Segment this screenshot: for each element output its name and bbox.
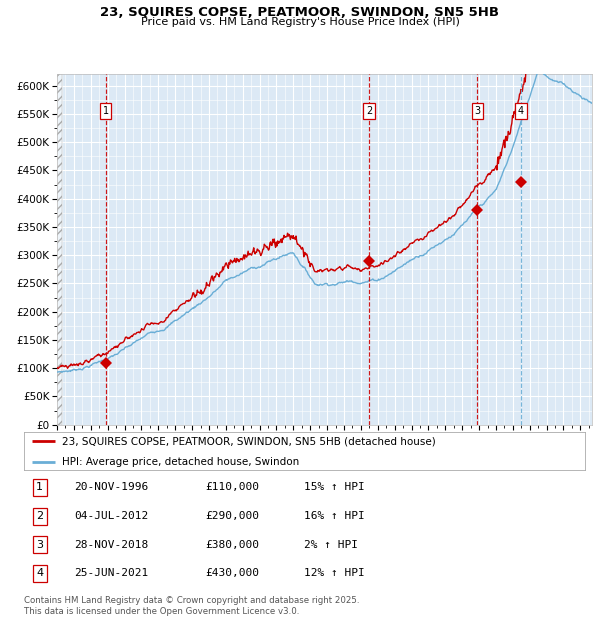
Text: 1: 1 xyxy=(36,482,43,492)
Text: 1: 1 xyxy=(103,106,109,116)
Text: 23, SQUIRES COPSE, PEATMOOR, SWINDON, SN5 5HB (detached house): 23, SQUIRES COPSE, PEATMOOR, SWINDON, SN… xyxy=(62,436,436,446)
Text: 15% ↑ HPI: 15% ↑ HPI xyxy=(305,482,365,492)
Text: 2: 2 xyxy=(36,511,43,521)
Text: 25-JUN-2021: 25-JUN-2021 xyxy=(74,569,149,578)
Text: £380,000: £380,000 xyxy=(206,540,260,550)
Text: 04-JUL-2012: 04-JUL-2012 xyxy=(74,511,149,521)
Text: 2% ↑ HPI: 2% ↑ HPI xyxy=(305,540,359,550)
Text: 23, SQUIRES COPSE, PEATMOOR, SWINDON, SN5 5HB: 23, SQUIRES COPSE, PEATMOOR, SWINDON, SN… xyxy=(101,6,499,19)
Text: Price paid vs. HM Land Registry's House Price Index (HPI): Price paid vs. HM Land Registry's House … xyxy=(140,17,460,27)
Text: 12% ↑ HPI: 12% ↑ HPI xyxy=(305,569,365,578)
Bar xyxy=(57,74,62,425)
Text: 3: 3 xyxy=(475,106,481,116)
Text: 4: 4 xyxy=(518,106,524,116)
Text: £430,000: £430,000 xyxy=(206,569,260,578)
Text: 20-NOV-1996: 20-NOV-1996 xyxy=(74,482,149,492)
Text: 3: 3 xyxy=(36,540,43,550)
Text: £290,000: £290,000 xyxy=(206,511,260,521)
Text: 4: 4 xyxy=(36,569,43,578)
Text: HPI: Average price, detached house, Swindon: HPI: Average price, detached house, Swin… xyxy=(62,456,299,466)
Text: 28-NOV-2018: 28-NOV-2018 xyxy=(74,540,149,550)
Text: 2: 2 xyxy=(366,106,373,116)
Text: £110,000: £110,000 xyxy=(206,482,260,492)
Text: Contains HM Land Registry data © Crown copyright and database right 2025.
This d: Contains HM Land Registry data © Crown c… xyxy=(24,596,359,616)
Text: 16% ↑ HPI: 16% ↑ HPI xyxy=(305,511,365,521)
